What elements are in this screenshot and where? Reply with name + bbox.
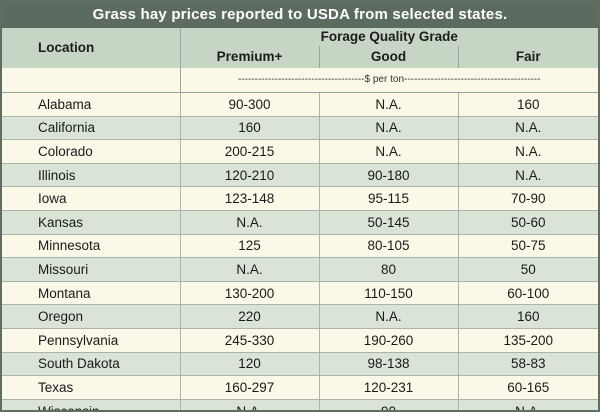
good-header: Good [319, 46, 459, 68]
location-cell: Montana [2, 281, 181, 306]
location-cell: Missouri [2, 257, 181, 282]
header-group-row: Location Forage Quality Grade [2, 28, 598, 68]
table-row: Montana 130-200 110-150 60-100 [2, 281, 598, 306]
good-price-cell: 95-115 [319, 186, 459, 211]
location-cell: Alabama [2, 92, 181, 117]
location-cell: South Dakota [2, 352, 181, 377]
table-row: Texas 160-297 120-231 60-165 [2, 375, 598, 400]
forage-quality-grade-header: Forage Quality Grade [180, 28, 598, 46]
premium-price-cell: 120 [180, 352, 320, 377]
location-cell: Pennsylvania [2, 328, 181, 353]
units-label: --------------------------------------$ … [180, 68, 598, 93]
hay-price-table: Location Forage Quality Grade Premium+ G… [2, 28, 598, 410]
location-cell: Kansas [2, 210, 181, 235]
table-row: Missouri N.A. 80 50 [2, 257, 598, 282]
location-cell: Wisconsin [2, 399, 181, 410]
table-row: Illinois 120-210 90-180 N.A. [2, 163, 598, 188]
premium-price-cell: 120-210 [180, 163, 320, 188]
fair-price-cell: 50 [458, 257, 598, 282]
premium-price-cell: 90-300 [180, 92, 320, 117]
good-price-cell: 110-150 [319, 281, 459, 306]
table-row: Wisconsin N.A. 90 N.A. [2, 399, 598, 410]
fair-header: Fair [458, 46, 598, 68]
premium-price-cell: 130-200 [180, 281, 320, 306]
premium-price-cell: 220 [180, 304, 320, 329]
table-row: Colorado 200-215 N.A. N.A. [2, 139, 598, 164]
premium-price-cell: N.A. [180, 210, 320, 235]
table-row: South Dakota 120 98-138 58-83 [2, 352, 598, 377]
good-price-cell: 90-180 [319, 163, 459, 188]
table-title: Grass hay prices reported to USDA from s… [2, 2, 598, 28]
premium-price-cell: 160 [180, 116, 320, 141]
table-row: Alabama 90-300 N.A. 160 [2, 92, 598, 117]
table-row: Iowa 123-148 95-115 70-90 [2, 186, 598, 211]
location-cell: California [2, 116, 181, 141]
good-price-cell: N.A. [319, 116, 459, 141]
fair-price-cell: 160 [458, 92, 598, 117]
fair-price-cell: 70-90 [458, 186, 598, 211]
location-cell: Oregon [2, 304, 181, 329]
location-cell: Iowa [2, 186, 181, 211]
fair-price-cell: N.A. [458, 139, 598, 164]
table-row: California 160 N.A. N.A. [2, 116, 598, 141]
fair-price-cell: N.A. [458, 163, 598, 188]
good-price-cell: N.A. [319, 139, 459, 164]
table-row: Minnesota 125 80-105 50-75 [2, 234, 598, 259]
premium-price-cell: N.A. [180, 399, 320, 410]
location-cell: Minnesota [2, 234, 181, 259]
premium-header: Premium+ [180, 46, 320, 68]
fair-price-cell: 135-200 [458, 328, 598, 353]
fair-price-cell: N.A. [458, 399, 598, 410]
table-row: Pennsylvania 245-330 190-260 135-200 [2, 328, 598, 353]
premium-price-cell: N.A. [180, 257, 320, 282]
premium-price-cell: 160-297 [180, 375, 320, 400]
good-price-cell: 80 [319, 257, 459, 282]
fair-price-cell: 60-165 [458, 375, 598, 400]
premium-price-cell: 200-215 [180, 139, 320, 164]
premium-price-cell: 245-330 [180, 328, 320, 353]
fair-price-cell: 58-83 [458, 352, 598, 377]
fair-price-cell: 50-75 [458, 234, 598, 259]
fair-price-cell: 50-60 [458, 210, 598, 235]
good-price-cell: 120-231 [319, 375, 459, 400]
premium-price-cell: 125 [180, 234, 320, 259]
good-price-cell: 50-145 [319, 210, 459, 235]
location-header: Location [2, 28, 181, 68]
good-price-cell: N.A. [319, 304, 459, 329]
good-price-cell: N.A. [319, 92, 459, 117]
good-price-cell: 98-138 [319, 352, 459, 377]
location-cell: Illinois [2, 163, 181, 188]
units-spacer [2, 68, 181, 93]
fair-price-cell: 60-100 [458, 281, 598, 306]
table-row: Kansas N.A. 50-145 50-60 [2, 210, 598, 235]
good-price-cell: 80-105 [319, 234, 459, 259]
units-row: --------------------------------------$ … [2, 68, 598, 93]
fair-price-cell: 160 [458, 304, 598, 329]
premium-price-cell: 123-148 [180, 186, 320, 211]
good-price-cell: 190-260 [319, 328, 459, 353]
table-row: Oregon 220 N.A. 160 [2, 304, 598, 329]
fair-price-cell: N.A. [458, 116, 598, 141]
good-price-cell: 90 [319, 399, 459, 410]
header-grade-row: Premium+ Good Fair [2, 46, 598, 68]
table-body: Alabama 90-300 N.A. 160 California 160 N.A. N.A… [2, 92, 598, 410]
location-cell: Colorado [2, 139, 181, 164]
location-cell: Texas [2, 375, 181, 400]
